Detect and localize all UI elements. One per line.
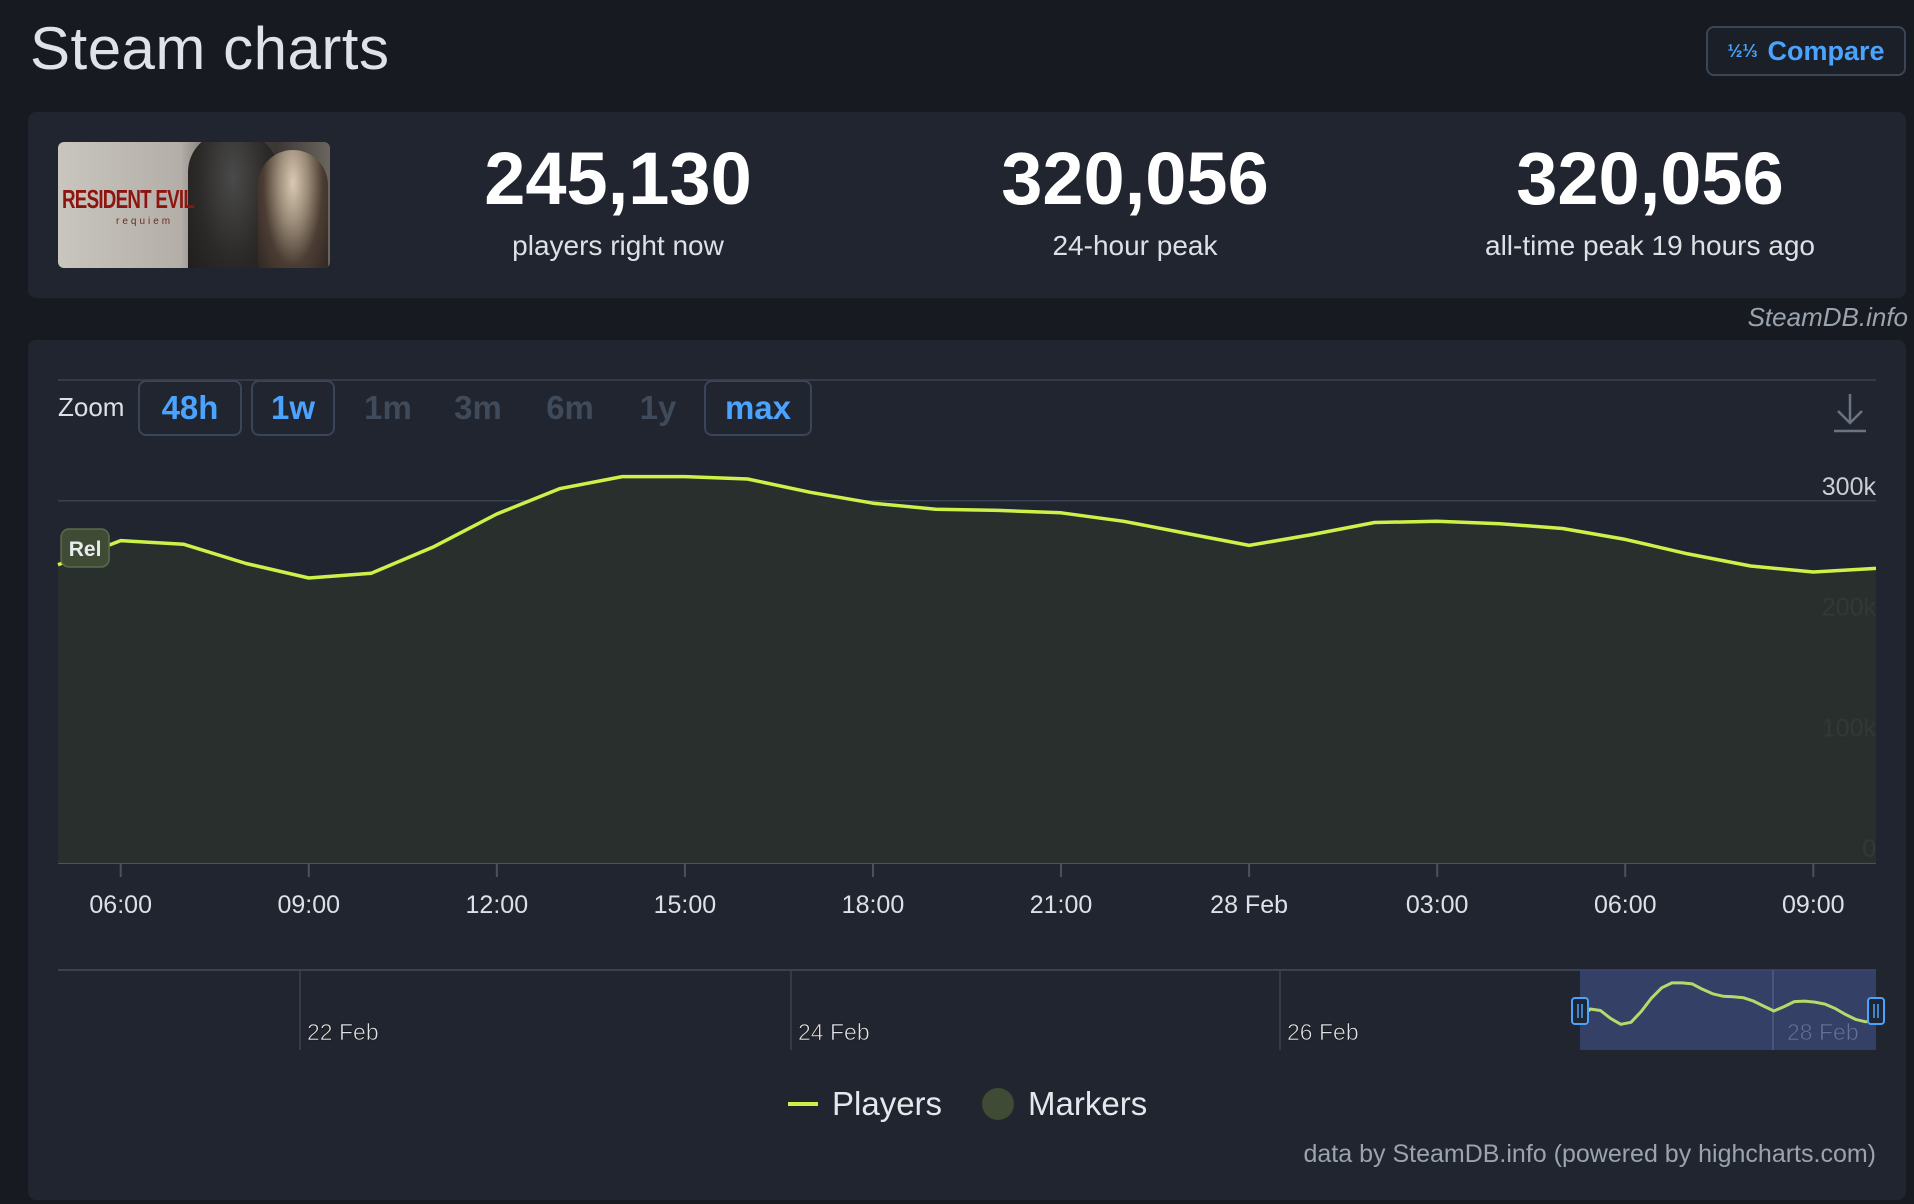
x-tick-label: 06:00 xyxy=(1594,891,1657,919)
y-tick-label: 300k xyxy=(1822,473,1877,501)
navigator-date-label: 24 Feb xyxy=(798,1019,870,1045)
stat-current-players: 245,130 players right now xyxy=(388,142,848,262)
markers-legend-symbol xyxy=(982,1088,1015,1120)
thumbnail-logo: RESIDENT EVIL xyxy=(62,184,195,214)
legend-markers[interactable]: Markers xyxy=(1028,1085,1148,1122)
navigator-series xyxy=(1578,981,1877,1026)
legend-players[interactable]: Players xyxy=(832,1085,943,1122)
stat-label: players right now xyxy=(512,230,724,261)
navigator-window[interactable] xyxy=(1580,970,1876,1050)
stat-value: 320,056 xyxy=(1516,137,1784,220)
x-tick-label: 06:00 xyxy=(89,891,152,919)
players-line[interactable] xyxy=(57,474,1877,580)
players-legend-symbol xyxy=(788,1102,818,1106)
navigator-date-label: 22 Feb xyxy=(307,1019,379,1045)
footer-credit[interactable]: data by SteamDB.info (powered by highcha… xyxy=(1303,1140,1877,1168)
stat-label: all-time peak 19 hours ago xyxy=(1485,230,1815,261)
stat-value: 320,056 xyxy=(1001,137,1269,220)
steamdb-credit[interactable]: SteamDB.info xyxy=(1747,302,1908,332)
zoom-48h-button[interactable]: 48h xyxy=(138,380,242,436)
stat-24h-peak: 320,056 24-hour peak xyxy=(905,142,1365,262)
chart-legend: Players Markers xyxy=(788,1085,1147,1123)
compare-button[interactable]: ½⅓ Compare xyxy=(1706,26,1906,76)
zoom-1w-button[interactable]: 1w xyxy=(251,380,335,436)
stat-all-time-peak: 320,056 all-time peak 19 hours ago xyxy=(1420,142,1880,262)
zoom-1y-button: 1y xyxy=(639,389,677,426)
compare-label: Compare xyxy=(1767,35,1885,66)
navigator-handle-right[interactable] xyxy=(1867,997,1885,1025)
players-area xyxy=(58,476,1876,863)
stat-value: 245,130 xyxy=(484,137,752,220)
download-icon[interactable] xyxy=(1832,392,1868,434)
zoom-max-button[interactable]: max xyxy=(704,380,812,436)
page-title: Steam charts xyxy=(30,15,390,82)
fraction-icon: ½⅓ xyxy=(1727,41,1758,61)
navigator-date-label: 26 Feb xyxy=(1287,1019,1359,1045)
zoom-3m-button: 3m xyxy=(454,389,502,426)
x-tick-label: 18:00 xyxy=(842,891,905,919)
x-tick-label: 28 Feb xyxy=(1210,891,1288,919)
release-marker[interactable] xyxy=(60,528,110,568)
x-tick-label: 09:00 xyxy=(1782,891,1845,919)
x-tick-label: 12:00 xyxy=(466,891,529,919)
navigator-handle-left[interactable] xyxy=(1571,997,1589,1025)
x-tick-label: 15:00 xyxy=(654,891,717,919)
chart-panel: Zoom 48h 1w 1m 3m 6m 1y max 0100k200k300… xyxy=(28,340,1906,1200)
game-thumbnail[interactable]: RESIDENT EVIL requiem xyxy=(58,142,330,268)
x-tick-label: 03:00 xyxy=(1406,891,1469,919)
zoom-1m-button: 1m xyxy=(364,389,412,426)
release-marker-label: Rel xyxy=(69,538,102,561)
x-tick-label: 21:00 xyxy=(1030,891,1093,919)
stat-label: 24-hour peak xyxy=(1052,230,1218,261)
thumbnail-logo-sub: requiem xyxy=(116,216,174,227)
stats-panel: RESIDENT EVIL requiem 245,130 players ri… xyxy=(28,112,1906,298)
zoom-label: Zoom xyxy=(58,392,125,422)
thumbnail-figure xyxy=(258,150,328,268)
zoom-6m-button: 6m xyxy=(546,389,594,426)
x-tick-label: 09:00 xyxy=(277,891,340,919)
player-chart[interactable]: 0100k200k300k06:0009:0012:0015:0018:0021… xyxy=(28,340,1906,1080)
